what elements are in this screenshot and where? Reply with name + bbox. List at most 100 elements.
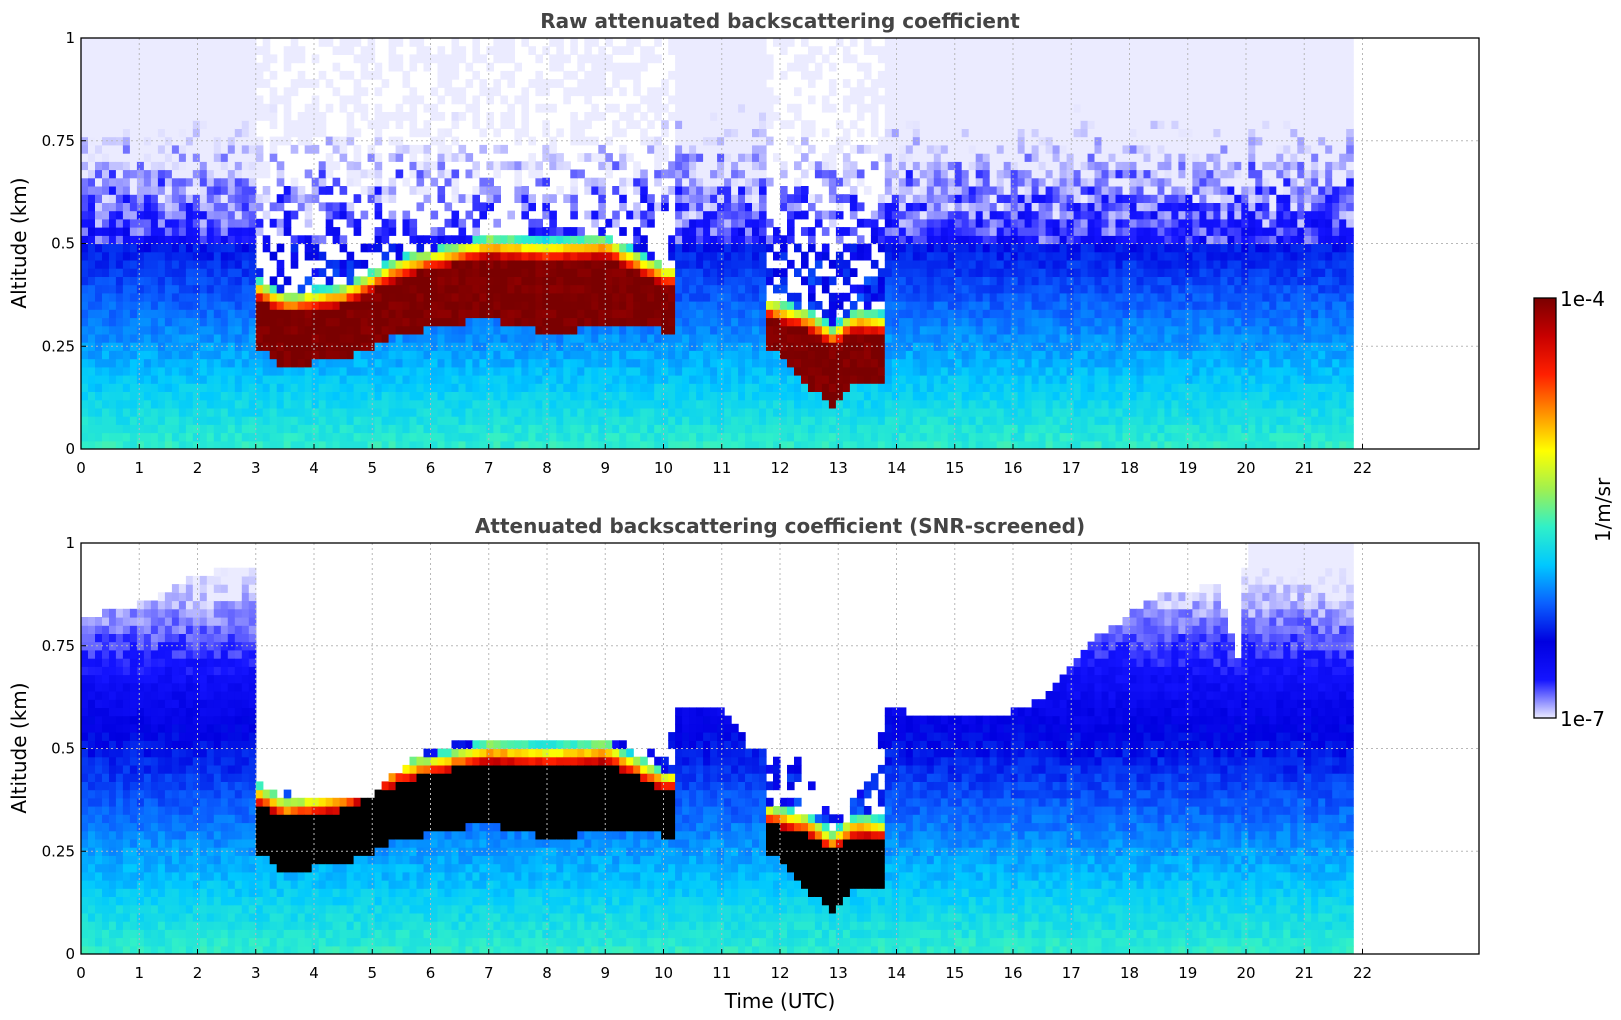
heatmap-cell bbox=[926, 194, 935, 203]
heatmap-cell bbox=[318, 128, 327, 138]
heatmap-cell bbox=[500, 391, 508, 401]
heatmap-cell bbox=[717, 128, 725, 138]
heatmap-cell bbox=[500, 120, 508, 129]
heatmap-cell bbox=[255, 218, 264, 228]
heatmap-cell bbox=[898, 358, 907, 368]
heatmap-cell bbox=[849, 243, 858, 253]
heatmap-cell bbox=[472, 169, 480, 179]
heatmap-cell bbox=[668, 38, 676, 47]
heatmap-cell bbox=[619, 309, 627, 319]
heatmap-cell bbox=[766, 268, 774, 277]
heatmap-cell bbox=[102, 103, 110, 113]
heatmap-cell bbox=[136, 342, 145, 351]
heatmap-cell bbox=[563, 440, 571, 449]
heatmap-cell bbox=[647, 120, 655, 129]
heatmap-cell bbox=[661, 424, 669, 434]
heatmap-cell bbox=[752, 218, 760, 228]
heatmap-cell bbox=[479, 399, 487, 409]
heatmap-cell bbox=[835, 399, 844, 409]
heatmap-cell bbox=[849, 424, 858, 434]
heatmap-cell bbox=[178, 268, 187, 277]
heatmap-cell bbox=[689, 202, 697, 212]
heatmap-cell bbox=[738, 186, 746, 195]
heatmap-cell bbox=[178, 38, 187, 47]
heatmap-cell bbox=[304, 317, 313, 327]
heatmap-cell bbox=[759, 54, 767, 64]
heatmap-cell bbox=[912, 317, 921, 327]
heatmap-cell bbox=[654, 416, 662, 425]
heatmap-cell bbox=[227, 292, 236, 302]
heatmap-cell bbox=[556, 292, 564, 302]
heatmap-cell bbox=[884, 342, 893, 351]
heatmap-cell bbox=[346, 284, 355, 294]
heatmap-cell bbox=[150, 161, 159, 171]
heatmap-cell bbox=[542, 235, 550, 245]
heatmap-cell bbox=[821, 350, 830, 360]
heatmap-cell bbox=[318, 391, 327, 401]
heatmap-cell bbox=[926, 128, 935, 138]
heatmap-cell bbox=[710, 54, 718, 64]
heatmap-cell bbox=[542, 46, 550, 55]
heatmap-cell bbox=[206, 383, 215, 392]
heatmap-cell bbox=[304, 399, 313, 409]
heatmap-cell bbox=[115, 169, 124, 179]
heatmap-cell bbox=[696, 186, 704, 195]
heatmap-cell bbox=[891, 87, 900, 97]
heatmap-cell bbox=[269, 366, 278, 376]
heatmap-cell bbox=[773, 375, 781, 384]
heatmap-cell bbox=[451, 54, 460, 64]
heatmap-cell bbox=[283, 128, 292, 138]
heatmap-cell bbox=[143, 284, 152, 294]
heatmap-cell bbox=[821, 251, 830, 261]
heatmap-cell bbox=[360, 186, 369, 195]
heatmap-cell bbox=[178, 358, 187, 368]
heatmap-cell bbox=[381, 383, 390, 392]
heatmap-cell bbox=[828, 210, 837, 220]
heatmap-cell bbox=[905, 136, 914, 146]
heatmap-cell bbox=[269, 325, 278, 335]
heatmap-cell bbox=[717, 301, 725, 310]
heatmap-cell bbox=[787, 227, 795, 236]
heatmap-cell bbox=[884, 202, 893, 212]
heatmap-cell bbox=[912, 440, 921, 449]
heatmap-cell bbox=[283, 383, 292, 392]
heatmap-cell bbox=[884, 218, 893, 228]
heatmap-cell bbox=[514, 424, 522, 434]
heatmap-cell bbox=[220, 112, 229, 121]
heatmap-cell bbox=[808, 235, 816, 245]
heatmap-cell bbox=[318, 70, 327, 80]
heatmap-cell bbox=[794, 391, 802, 401]
heatmap-cell bbox=[863, 375, 872, 384]
heatmap-cell bbox=[346, 407, 355, 417]
heatmap-cell bbox=[598, 424, 606, 434]
heatmap-cell bbox=[206, 309, 215, 319]
heatmap-cell bbox=[521, 375, 529, 384]
heatmap-cell bbox=[884, 87, 893, 97]
heatmap-cell bbox=[458, 358, 467, 368]
heatmap-cell bbox=[437, 46, 446, 55]
heatmap-cell bbox=[409, 432, 418, 442]
heatmap-cell bbox=[325, 38, 334, 47]
heatmap-cell bbox=[738, 251, 746, 261]
heatmap-cell bbox=[535, 169, 543, 179]
heatmap-cell bbox=[395, 62, 404, 72]
heatmap-cell bbox=[150, 292, 159, 302]
heatmap-cell bbox=[325, 186, 334, 195]
heatmap-cell bbox=[605, 375, 613, 384]
heatmap-cell bbox=[479, 210, 487, 220]
heatmap-cell bbox=[549, 391, 557, 401]
heatmap-cell bbox=[395, 309, 404, 319]
heatmap-cell bbox=[842, 309, 851, 319]
heatmap-cell bbox=[241, 202, 250, 212]
heatmap-cell bbox=[507, 103, 515, 113]
heatmap-cell bbox=[821, 95, 830, 105]
heatmap-cell bbox=[521, 103, 529, 113]
heatmap-cell bbox=[710, 309, 718, 319]
heatmap-cell bbox=[801, 120, 809, 129]
heatmap-cell bbox=[661, 366, 669, 376]
heatmap-cell bbox=[919, 383, 928, 392]
heatmap-cell bbox=[598, 268, 606, 277]
heatmap-cell bbox=[472, 284, 480, 294]
heatmap-cell bbox=[283, 366, 292, 376]
heatmap-cell bbox=[199, 161, 208, 171]
